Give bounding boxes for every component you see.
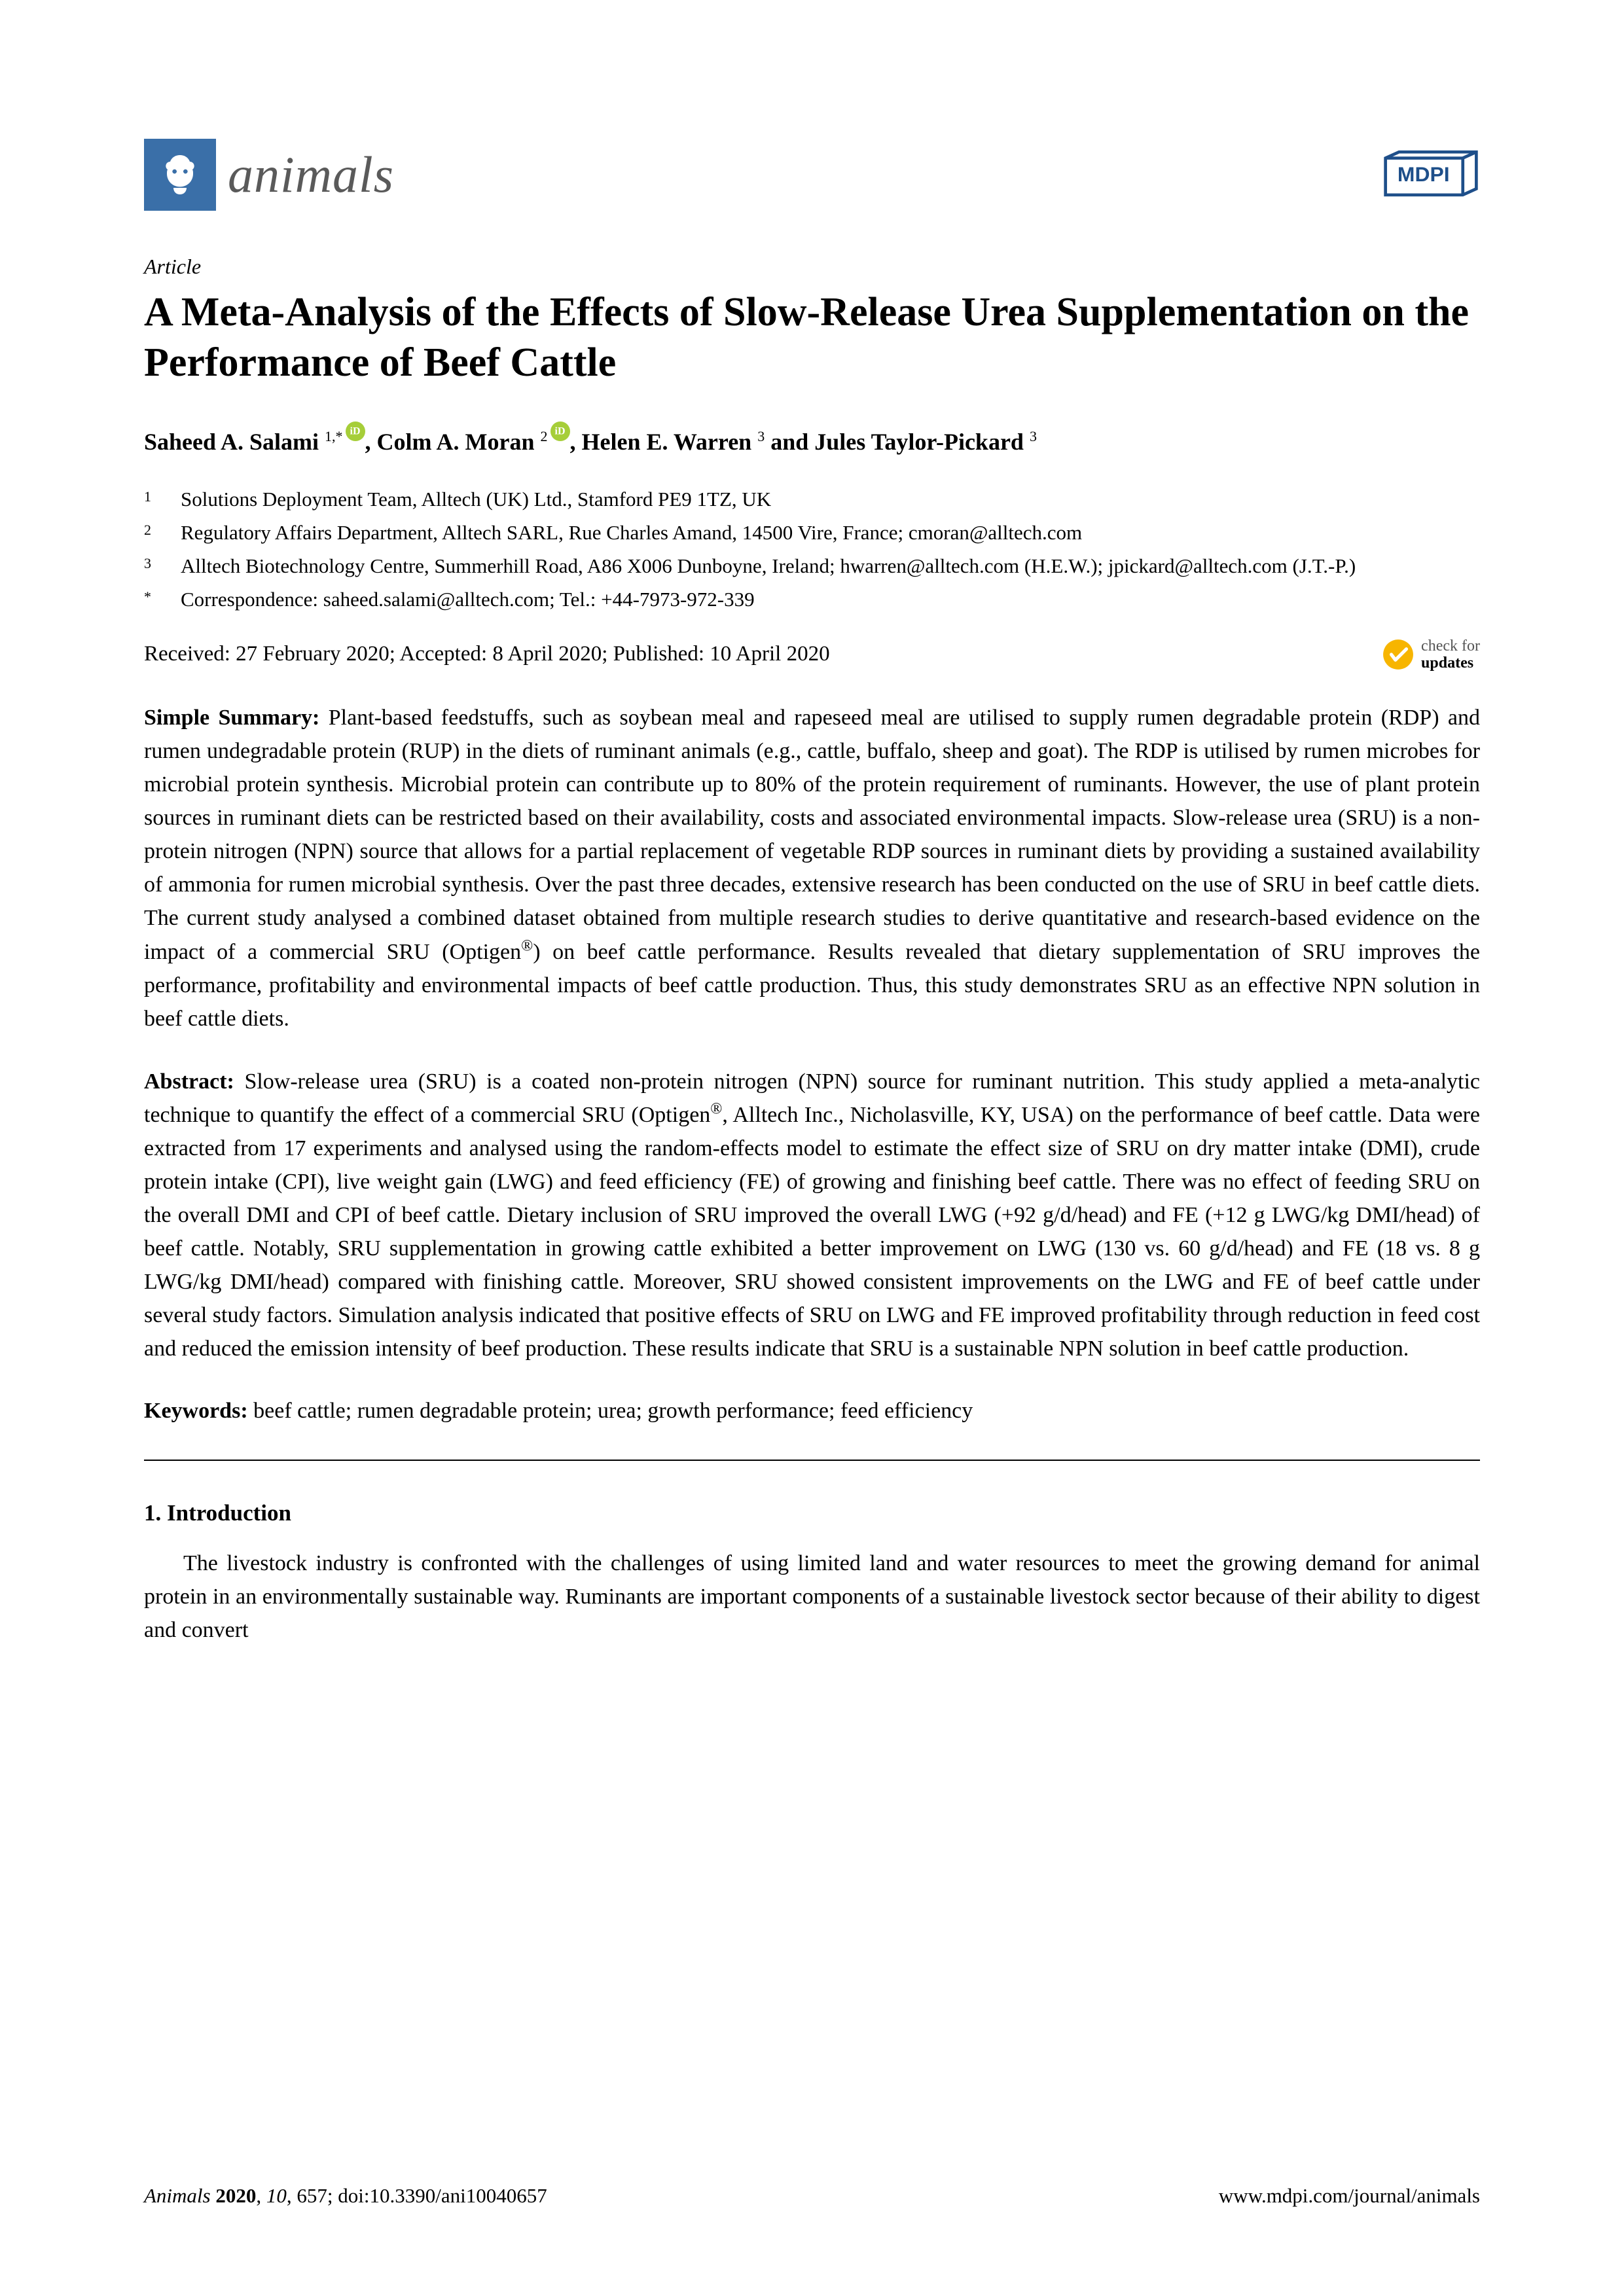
summary-label: Simple Summary: xyxy=(144,706,319,730)
author-affil-sup: 2 xyxy=(541,428,548,444)
author-name: Helen E. Warren xyxy=(582,429,758,455)
dates-row: Received: 27 February 2020; Accepted: 8 … xyxy=(144,637,1480,672)
affiliations-list: 1 Solutions Deployment Team, Alltech (UK)… xyxy=(144,485,1480,615)
abstract-text: Slow-release urea (SRU) is a coated non-… xyxy=(144,1069,1480,1361)
summary-text: Plant-based feedstuffs, such as soybean … xyxy=(144,706,1480,1030)
affiliation-sup: 1 xyxy=(144,485,162,514)
affiliation-text: Solutions Deployment Team, Alltech (UK) … xyxy=(181,485,1480,514)
footer-url: www.mdpi.com/journal/animals xyxy=(1219,2181,1480,2211)
affiliation-row: 1 Solutions Deployment Team, Alltech (UK)… xyxy=(144,485,1480,514)
section-divider xyxy=(144,1460,1480,1461)
article-title: A Meta-Analysis of the Effects of Slow-R… xyxy=(144,287,1480,389)
section-1-heading: 1. Introduction xyxy=(144,1497,1480,1530)
affiliation-sup: * xyxy=(144,585,162,615)
author-affil-sup: 1,* xyxy=(325,428,343,444)
page-header: animals MDPI xyxy=(144,137,1480,212)
received-dates: Received: 27 February 2020; Accepted: 8 … xyxy=(144,639,830,670)
abstract-label: Abstract: xyxy=(144,1069,234,1094)
check-updates-icon xyxy=(1382,638,1415,671)
keywords: Keywords: beef cattle; rumen degradable … xyxy=(144,1395,1480,1427)
orcid-icon[interactable] xyxy=(550,422,570,441)
author-name: Saheed A. Salami xyxy=(144,429,325,455)
journal-icon xyxy=(144,139,216,211)
keywords-label: Keywords: xyxy=(144,1399,248,1423)
author-affil-sup: 3 xyxy=(757,428,765,444)
keywords-text: beef cattle; rumen degradable protein; u… xyxy=(248,1399,973,1423)
svg-text:MDPI: MDPI xyxy=(1398,162,1450,186)
affiliation-sup: 2 xyxy=(144,518,162,548)
footer-citation-rest: 2020, 10, 657; doi:10.3390/ani10040657 xyxy=(211,2184,547,2207)
authors-line: Saheed A. Salami 1,*, Colm A. Moran 2, H… xyxy=(144,422,1480,459)
registered-mark: ® xyxy=(710,1101,722,1118)
affiliation-row: 2 Regulatory Affairs Department, Alltech … xyxy=(144,518,1480,548)
abstract: Abstract: Slow-release urea (SRU) is a c… xyxy=(144,1065,1480,1365)
affiliation-text: Regulatory Affairs Department, Alltech S… xyxy=(181,518,1480,548)
page-footer: Animals 2020, 10, 657; doi:10.3390/ani10… xyxy=(144,2181,1480,2211)
orcid-icon[interactable] xyxy=(346,422,365,441)
affiliation-text: Correspondence: saheed.salami@alltech.co… xyxy=(181,585,1480,615)
journal-logo: animals xyxy=(144,137,394,211)
affiliation-row: 3 Alltech Biotechnology Centre, Summerhil… xyxy=(144,552,1480,581)
simple-summary: Simple Summary: Plant-based feedstuffs, … xyxy=(144,701,1480,1035)
affiliation-row: * Correspondence: saheed.salami@alltech.c… xyxy=(144,585,1480,615)
footer-citation: Animals 2020, 10, 657; doi:10.3390/ani10… xyxy=(144,2181,547,2211)
check-updates-text: check for updates xyxy=(1421,637,1480,672)
section-1-body: The livestock industry is confronted wit… xyxy=(144,1547,1480,1647)
footer-journal: Animals xyxy=(144,2184,211,2207)
affiliation-text: Alltech Biotechnology Centre, Summerhill… xyxy=(181,552,1480,581)
author-name: Colm A. Moran xyxy=(377,429,541,455)
journal-name: animals xyxy=(228,137,394,211)
affiliation-sup: 3 xyxy=(144,552,162,581)
publisher-logo: MDPI xyxy=(1382,137,1480,212)
check-updates-badge[interactable]: check for updates xyxy=(1382,637,1480,672)
registered-mark: ® xyxy=(521,937,533,954)
author-name: Jules Taylor-Pickard xyxy=(814,429,1030,455)
author-affil-sup: 3 xyxy=(1030,428,1037,444)
article-type: Article xyxy=(144,251,1480,281)
